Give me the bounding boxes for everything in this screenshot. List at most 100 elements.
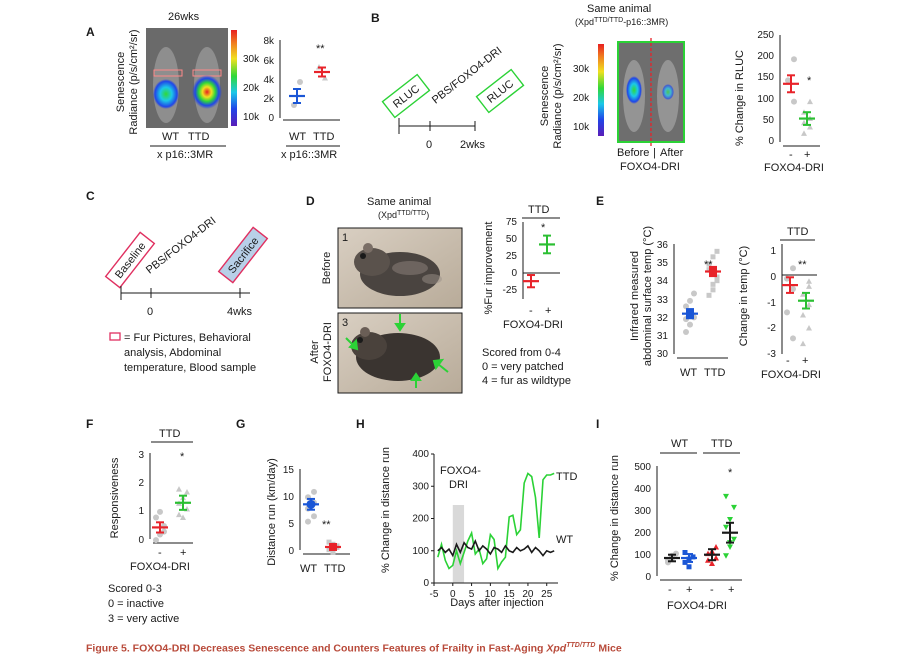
- data-point: [806, 278, 812, 284]
- group-label-ttd: TTD: [188, 131, 209, 143]
- tick-label: 75: [506, 217, 518, 228]
- y-ticks: 36 35 34 33 32 31 30: [657, 240, 669, 360]
- tick-label: 400: [634, 484, 651, 495]
- data-point: [184, 489, 190, 495]
- tick-label: 10: [283, 492, 295, 503]
- svg-text:Senescence: Senescence: [115, 52, 127, 113]
- group-label-ttd: TTD: [711, 438, 732, 450]
- tick-label: 32: [657, 313, 669, 324]
- panel-letter: D: [306, 194, 315, 208]
- y-ticks: 1 0 -1 -2 -3: [767, 246, 776, 360]
- svg-text:abdominal surface temp (°C): abdominal surface temp (°C): [642, 226, 654, 366]
- sign-minus: -: [668, 584, 672, 596]
- y-axis-label: % Change in distance run: [609, 455, 621, 581]
- rluc-box-after: RLUC: [485, 78, 516, 106]
- y-ticks: 75 50 25 0 -25: [503, 217, 518, 296]
- data-point: [682, 550, 688, 555]
- data-point: [687, 321, 693, 328]
- tick-label: 10: [485, 589, 497, 600]
- time-0: 0: [426, 139, 432, 151]
- tick-label: 300: [634, 506, 651, 517]
- score-line-3: 4 = fur as wildtype: [482, 375, 571, 387]
- radiance-ylabel: Senescence Radiance (p/s/cm²/sr): [539, 43, 564, 148]
- y-axis-label: % Change in distance run: [380, 447, 392, 573]
- data-point: [806, 325, 812, 331]
- data-point: [714, 278, 720, 284]
- tick-label: 15: [504, 589, 516, 600]
- svg-text:10k: 10k: [573, 122, 590, 133]
- data-point: [326, 539, 332, 545]
- treatment-label: FOXO4-DRI: [620, 161, 680, 173]
- tick-label: 2k: [263, 94, 275, 105]
- chart-d: TTD %Fur improvement 75 50 25 0 -25 * - …: [482, 204, 571, 387]
- tick-label: 25: [541, 589, 553, 600]
- panel-i: I WT TTD % Change in distance run 500 40…: [596, 417, 742, 612]
- data-point: [710, 281, 716, 287]
- tick-label: 33: [657, 295, 669, 306]
- data-point: [706, 292, 712, 298]
- series-line-wt: [437, 539, 555, 558]
- tick-label: 20: [522, 589, 534, 600]
- tick-label: 0: [268, 113, 274, 124]
- after-label: After: [660, 147, 684, 159]
- series-line-ttd: [437, 472, 555, 571]
- panel-g: G Distance run (km/day) 15 10 5 0 ** WT …: [236, 417, 350, 575]
- panel-letter: A: [86, 25, 95, 39]
- tick-label: 36: [657, 240, 669, 251]
- sign-plus: +: [804, 149, 810, 161]
- treatment-label: FOXO4-DRI: [761, 369, 821, 381]
- data-point: [176, 511, 182, 518]
- group-label-ttd: TTD: [324, 563, 345, 575]
- colorbar: 30k 20k 10k: [573, 44, 604, 136]
- sign-minus: -: [710, 584, 714, 596]
- photo-number: 1: [342, 232, 348, 244]
- y-axis-label: % Change in RLUC: [734, 50, 746, 146]
- y-ticks: 250 200 150 100 50 0: [757, 30, 774, 147]
- image-title: 26wks: [168, 11, 200, 23]
- tick-label: 250: [757, 30, 774, 41]
- tick-label: 1: [138, 506, 144, 517]
- data-point: [800, 340, 806, 347]
- svg-text:Senescence: Senescence: [539, 66, 551, 127]
- data-point: [691, 290, 697, 297]
- tick-label: 0: [768, 136, 774, 147]
- treatment-label: PBS/FOXO4-DRI: [144, 215, 218, 277]
- data-point: [709, 560, 715, 566]
- group-label-wt: WT: [289, 131, 306, 143]
- tick-label: 100: [757, 94, 774, 105]
- divider: |: [653, 147, 656, 159]
- tick-label: 0: [645, 572, 651, 583]
- group-label-wt: WT: [300, 563, 317, 575]
- tick-label: 200: [634, 528, 651, 539]
- tick-label: 35: [657, 258, 669, 269]
- tick-label: 200: [412, 514, 429, 525]
- data-point: [806, 301, 812, 308]
- data-point: [686, 564, 692, 570]
- data-point: [731, 504, 737, 511]
- panel-letter: C: [86, 189, 95, 203]
- tick-label: 30: [657, 349, 669, 360]
- data-point: [713, 544, 719, 550]
- after-photo: 3: [337, 312, 463, 394]
- tick-label: 1: [770, 246, 776, 257]
- tick-label: 0: [770, 272, 776, 283]
- rluc-box-before: RLUC: [391, 83, 422, 111]
- tick-label: 400: [412, 449, 429, 460]
- svg-text:Radiance (p/s/cm²/sr): Radiance (p/s/cm²/sr): [128, 29, 140, 134]
- data-point: [683, 329, 689, 335]
- data-point: [330, 549, 336, 555]
- data-point: [683, 303, 689, 310]
- significance-mark: **: [322, 519, 331, 531]
- significance-mark: *: [728, 467, 733, 479]
- sign-minus: -: [158, 547, 162, 559]
- radiance-ylabel: Senescence Radiance (p/s/cm²/sr): [115, 29, 140, 134]
- data-point: [807, 98, 813, 105]
- genotype-label: x p16::3MR: [157, 149, 213, 161]
- sign-minus: -: [529, 305, 533, 317]
- significance-mark: *: [807, 75, 812, 87]
- tick-label: 2: [138, 478, 144, 489]
- data-point: [784, 309, 790, 316]
- data-point: [807, 124, 813, 130]
- shade-label: FOXO4-: [440, 465, 481, 477]
- panel-letter: H: [356, 417, 365, 431]
